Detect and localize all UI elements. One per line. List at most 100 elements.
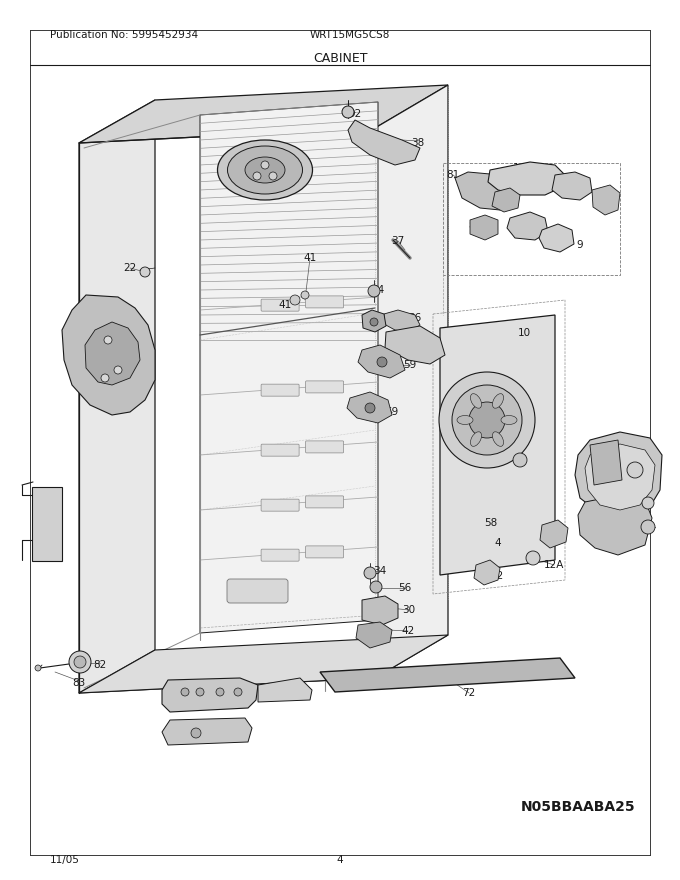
Polygon shape bbox=[200, 102, 378, 633]
Polygon shape bbox=[488, 162, 565, 195]
Polygon shape bbox=[258, 678, 312, 702]
Polygon shape bbox=[358, 345, 405, 378]
Polygon shape bbox=[85, 322, 140, 385]
Circle shape bbox=[114, 366, 122, 374]
Circle shape bbox=[191, 728, 201, 738]
Polygon shape bbox=[79, 635, 448, 693]
Text: 11/05: 11/05 bbox=[50, 855, 80, 865]
FancyBboxPatch shape bbox=[305, 296, 343, 308]
Ellipse shape bbox=[501, 415, 517, 424]
Polygon shape bbox=[440, 315, 555, 575]
FancyBboxPatch shape bbox=[305, 381, 343, 392]
Text: 72: 72 bbox=[462, 688, 475, 698]
Polygon shape bbox=[356, 622, 392, 648]
Circle shape bbox=[377, 357, 387, 367]
Text: 2: 2 bbox=[632, 522, 639, 532]
Text: 9: 9 bbox=[577, 240, 583, 250]
Ellipse shape bbox=[492, 393, 504, 408]
Circle shape bbox=[196, 688, 204, 696]
Polygon shape bbox=[320, 658, 575, 692]
FancyBboxPatch shape bbox=[227, 579, 288, 603]
Circle shape bbox=[627, 462, 643, 478]
Text: 1: 1 bbox=[598, 515, 605, 525]
Text: 34: 34 bbox=[371, 285, 385, 295]
Text: 8: 8 bbox=[498, 189, 505, 199]
Circle shape bbox=[365, 403, 375, 413]
Polygon shape bbox=[362, 596, 398, 625]
Polygon shape bbox=[455, 172, 520, 210]
Circle shape bbox=[342, 106, 354, 118]
Text: N05BBAABA25: N05BBAABA25 bbox=[520, 800, 635, 814]
Text: 41: 41 bbox=[303, 253, 317, 263]
Ellipse shape bbox=[245, 157, 285, 183]
Text: CABINET: CABINET bbox=[313, 52, 367, 65]
Text: 59: 59 bbox=[403, 360, 417, 370]
Circle shape bbox=[35, 665, 41, 671]
Circle shape bbox=[290, 295, 300, 305]
Text: 21C: 21C bbox=[275, 690, 296, 700]
Text: 81: 81 bbox=[545, 529, 558, 539]
Circle shape bbox=[370, 318, 378, 326]
Text: 21C: 21C bbox=[179, 730, 199, 740]
Text: 92: 92 bbox=[348, 109, 362, 119]
Polygon shape bbox=[540, 520, 568, 548]
Text: 4: 4 bbox=[337, 855, 343, 865]
Polygon shape bbox=[552, 172, 592, 200]
Polygon shape bbox=[162, 718, 252, 745]
Polygon shape bbox=[507, 212, 548, 240]
Text: 59: 59 bbox=[386, 407, 398, 417]
Circle shape bbox=[513, 453, 527, 467]
Circle shape bbox=[439, 372, 535, 468]
Polygon shape bbox=[474, 560, 500, 585]
Polygon shape bbox=[539, 224, 574, 252]
Text: 38: 38 bbox=[411, 138, 424, 148]
FancyBboxPatch shape bbox=[305, 496, 343, 508]
Text: 14: 14 bbox=[512, 163, 526, 173]
Circle shape bbox=[104, 336, 112, 344]
Text: 30: 30 bbox=[403, 605, 415, 615]
Circle shape bbox=[216, 688, 224, 696]
Circle shape bbox=[140, 267, 150, 277]
Text: 11: 11 bbox=[590, 450, 602, 460]
Polygon shape bbox=[592, 185, 620, 215]
Ellipse shape bbox=[492, 432, 504, 446]
Polygon shape bbox=[585, 444, 655, 510]
Text: 4: 4 bbox=[494, 538, 501, 548]
Circle shape bbox=[74, 656, 86, 668]
Text: 41: 41 bbox=[88, 310, 101, 320]
Text: 12: 12 bbox=[490, 571, 504, 581]
Text: 3: 3 bbox=[634, 498, 641, 508]
Text: 41: 41 bbox=[278, 300, 292, 310]
Ellipse shape bbox=[218, 140, 313, 200]
Text: 12A: 12A bbox=[544, 560, 564, 570]
Polygon shape bbox=[375, 85, 448, 678]
Polygon shape bbox=[62, 295, 155, 415]
Circle shape bbox=[642, 497, 654, 509]
Ellipse shape bbox=[471, 432, 481, 446]
Circle shape bbox=[370, 581, 382, 593]
FancyBboxPatch shape bbox=[32, 487, 62, 561]
Polygon shape bbox=[162, 678, 258, 712]
Text: 36: 36 bbox=[409, 313, 422, 323]
Text: 34: 34 bbox=[373, 566, 387, 576]
Text: 82: 82 bbox=[93, 660, 107, 670]
Text: 35A: 35A bbox=[371, 315, 391, 325]
Polygon shape bbox=[590, 440, 622, 485]
Text: 89: 89 bbox=[40, 512, 54, 522]
Circle shape bbox=[526, 551, 540, 565]
Ellipse shape bbox=[457, 415, 473, 424]
Circle shape bbox=[234, 688, 242, 696]
Text: 81: 81 bbox=[446, 170, 460, 180]
Text: 8: 8 bbox=[469, 221, 475, 231]
Polygon shape bbox=[384, 310, 420, 332]
Polygon shape bbox=[385, 326, 445, 364]
Circle shape bbox=[269, 172, 277, 180]
Circle shape bbox=[301, 291, 309, 299]
Circle shape bbox=[364, 567, 376, 579]
Text: 22: 22 bbox=[123, 263, 137, 273]
Polygon shape bbox=[362, 310, 386, 332]
FancyBboxPatch shape bbox=[261, 385, 299, 396]
Text: 56: 56 bbox=[398, 583, 411, 593]
FancyBboxPatch shape bbox=[261, 499, 299, 511]
Text: 5: 5 bbox=[605, 186, 611, 196]
